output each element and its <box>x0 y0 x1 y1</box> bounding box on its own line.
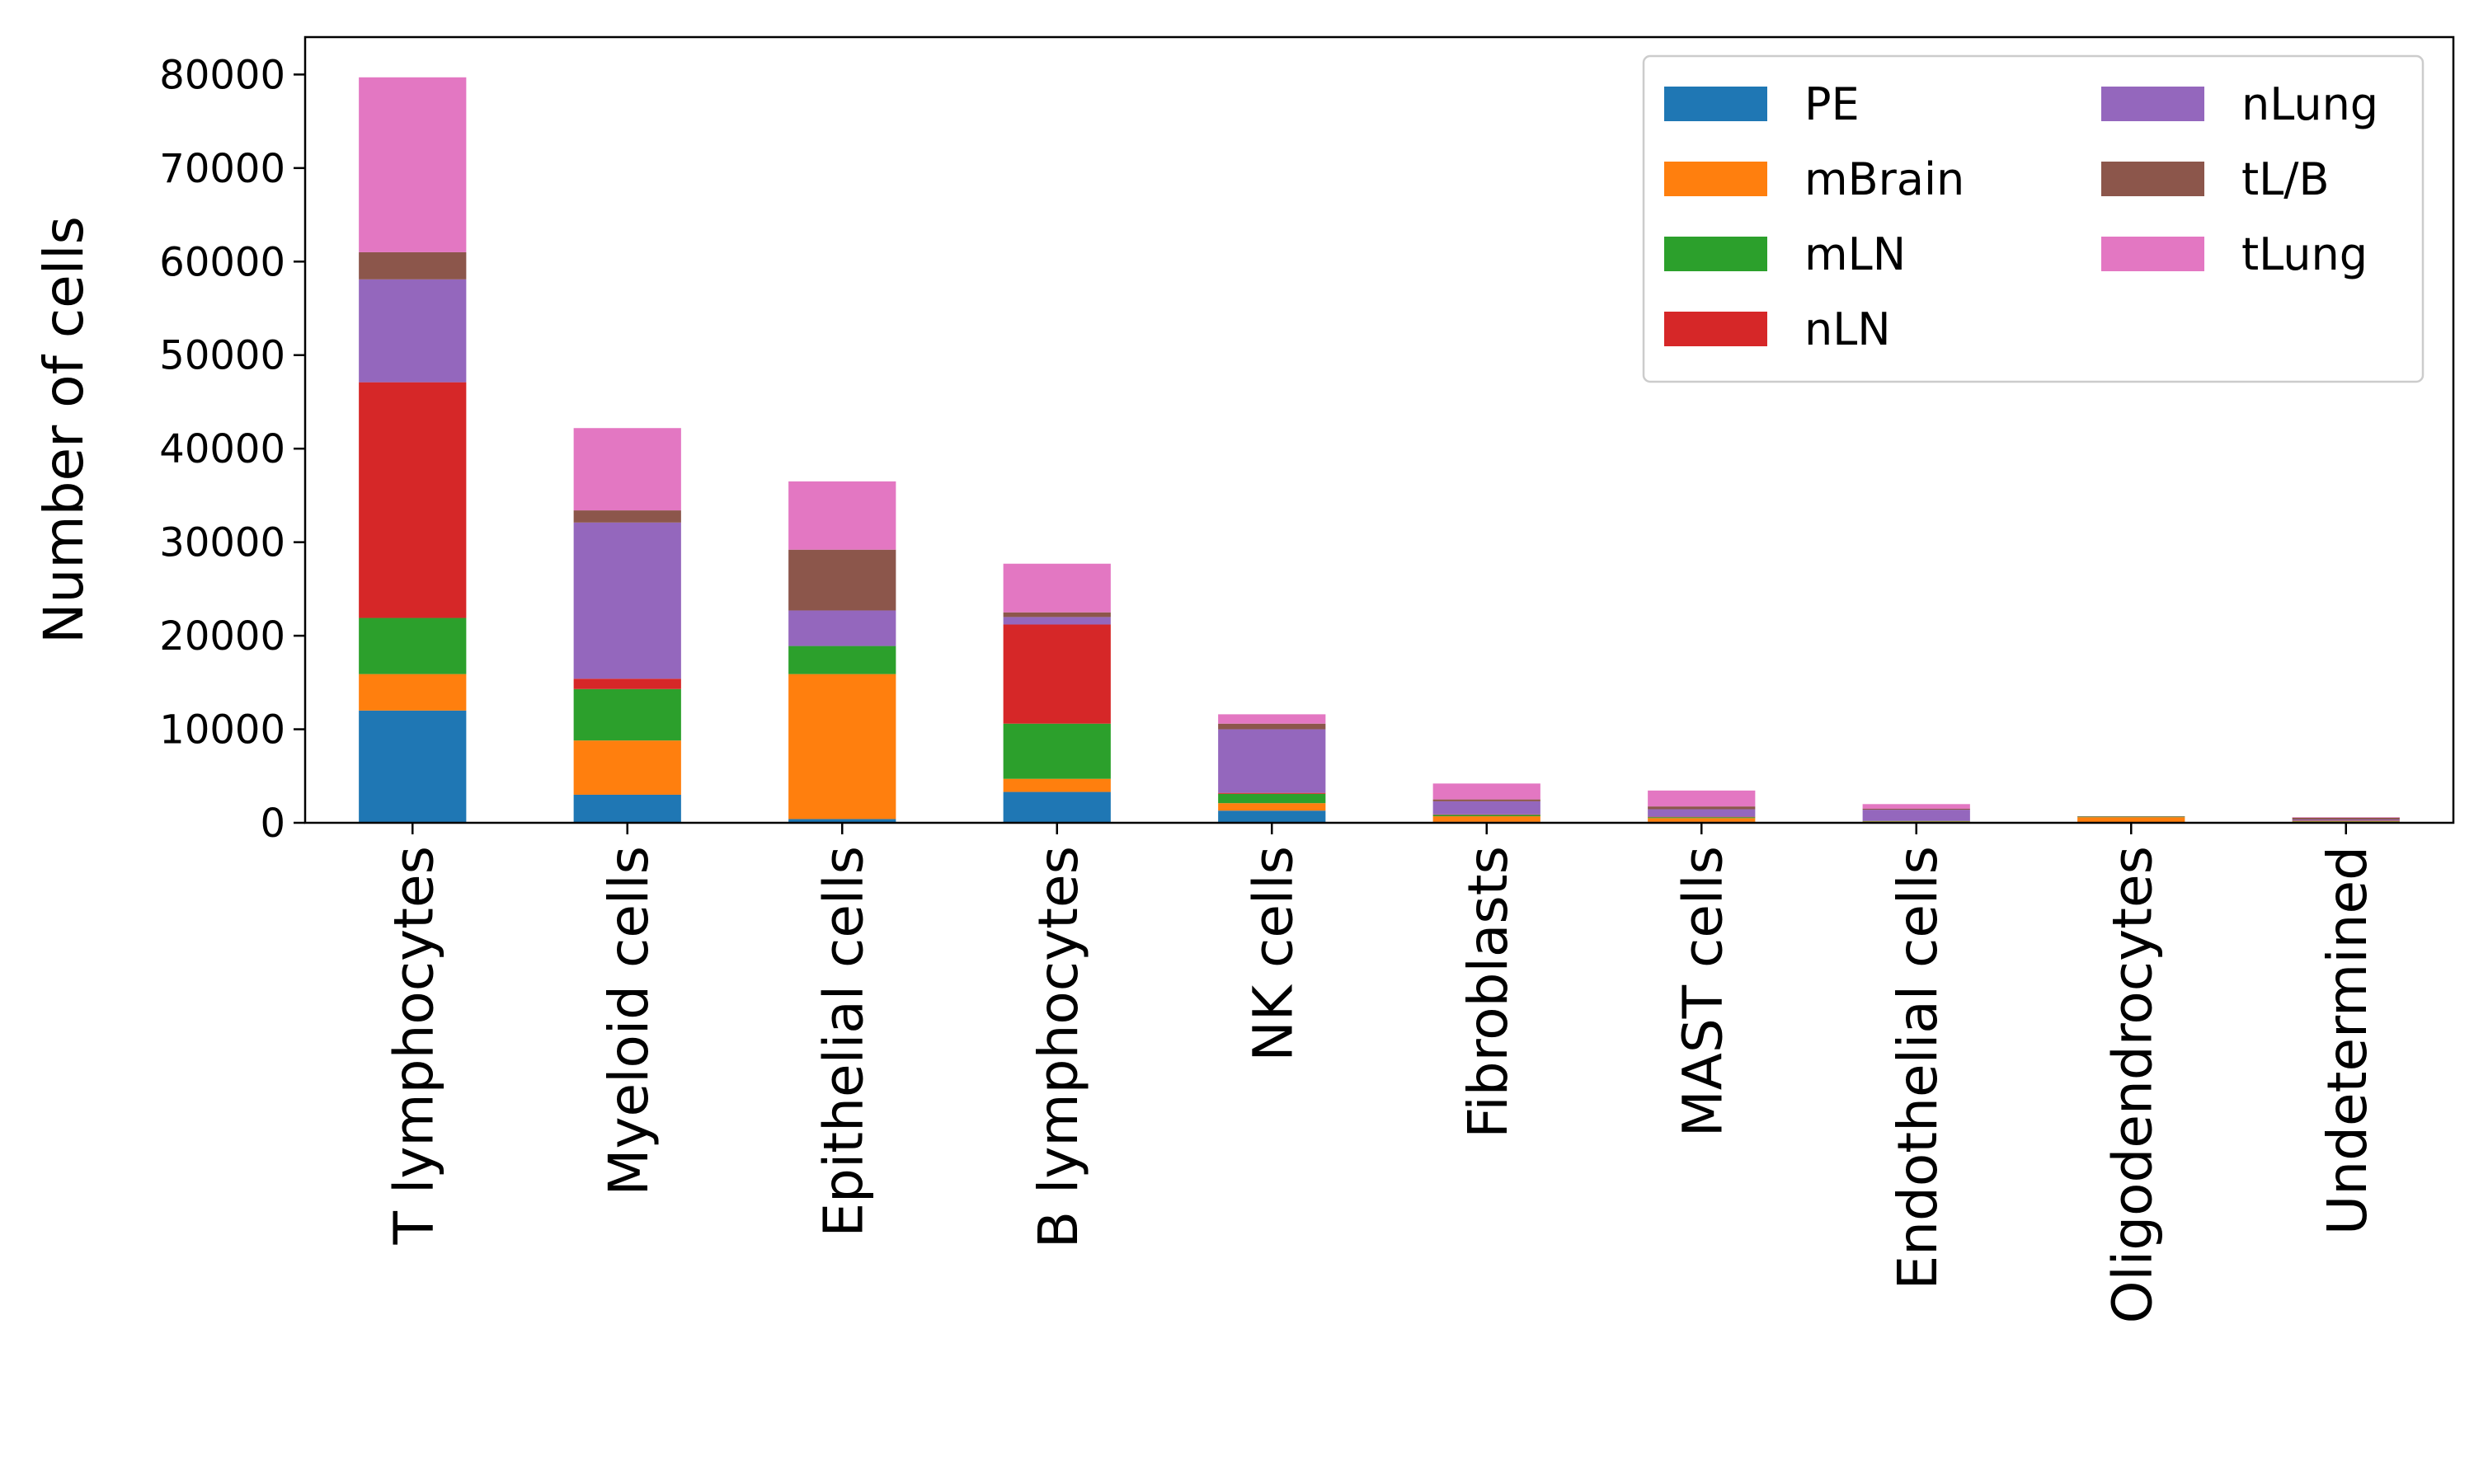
bar-segment <box>1218 793 1326 804</box>
x-tick-label: NK cells <box>1241 846 1305 1062</box>
bar-segment <box>359 77 467 252</box>
legend-label: PE <box>1804 78 1860 130</box>
bar-segment <box>1432 783 1540 800</box>
bar-segment <box>1003 563 1111 613</box>
bar-segment <box>359 618 467 674</box>
bar-segment <box>2292 817 2400 818</box>
bar-segment <box>1003 723 1111 779</box>
bars-layer <box>359 77 2400 823</box>
bar-segment <box>359 382 467 618</box>
legend-swatch <box>2101 237 2204 271</box>
y-tick-label: 60000 <box>159 239 285 285</box>
x-tick-label: MAST cells <box>1671 846 1734 1137</box>
legend: PE mBrain mLN nLN nLung tL/B tLung <box>1642 54 2425 383</box>
bar-segment <box>788 549 896 611</box>
bar-segment <box>788 646 896 674</box>
legend-swatch <box>1664 237 1767 271</box>
y-axis: 0 10000 20000 30000 40000 50000 60000 70000 8000… <box>159 52 305 847</box>
x-axis: T lymphocytes Myeloid cells Epithelial cel… <box>382 823 2379 1323</box>
bar-segment <box>788 610 896 646</box>
bar-segment <box>1648 806 1756 810</box>
bar-segment <box>2077 817 2185 823</box>
bar-segment <box>1432 815 1540 817</box>
bar-segment <box>2292 819 2400 821</box>
legend-label: tLung <box>2241 228 2368 280</box>
y-tick-label: 10000 <box>159 707 285 754</box>
x-tick-label: T lymphocytes <box>382 846 445 1245</box>
plot-frame <box>303 35 2455 824</box>
bar-segment <box>1218 810 1326 823</box>
bar-segment <box>359 251 467 279</box>
legend-label: tL/B <box>2241 153 2330 205</box>
bar-segment <box>1218 803 1326 811</box>
x-tick-label: Fibroblasts <box>1456 846 1520 1139</box>
legend-swatch <box>2101 87 2204 121</box>
bar-segment <box>1218 714 1326 724</box>
bar-segment <box>1648 816 1756 818</box>
bar-segment <box>1432 816 1540 822</box>
bar-segment <box>788 819 896 823</box>
bar-segment <box>1218 792 1326 794</box>
legend-label: mLN <box>1804 228 1906 280</box>
legend-swatch <box>1664 162 1767 196</box>
bar-segment <box>1648 790 1756 807</box>
legend-swatch <box>2101 162 2204 196</box>
y-axis-title: Number of cells <box>32 216 96 644</box>
legend-label: mBrain <box>1804 153 1964 205</box>
bar-segment <box>1432 799 1540 801</box>
bar-segment <box>573 522 681 679</box>
legend-box <box>1642 54 2425 383</box>
y-tick-label: 70000 <box>159 146 285 192</box>
x-tick-label: Oligodendrocytes <box>2100 846 2164 1323</box>
bar-segment <box>359 674 467 711</box>
x-tick-label: B lymphocytes <box>1027 846 1090 1248</box>
bar-segment <box>2077 816 2185 817</box>
bar-segment <box>788 674 896 819</box>
x-tick-label: Endothelial cells <box>1886 846 1950 1290</box>
y-tick-label: 80000 <box>159 52 285 98</box>
y-tick-label: 20000 <box>159 613 285 660</box>
y-tick-label: 40000 <box>159 426 285 472</box>
bar-segment <box>573 740 681 795</box>
y-tick-label: 50000 <box>159 333 285 379</box>
bar-segment <box>1648 817 1756 819</box>
bar-segment <box>573 428 681 511</box>
x-tick-label: Myeloid cells <box>597 846 661 1196</box>
legend-label: nLN <box>1804 303 1891 355</box>
bar-segment <box>2292 820 2400 821</box>
bar-segment <box>359 710 467 823</box>
x-tick-label: Undetermined <box>2316 846 2379 1235</box>
bar-segment <box>573 679 681 689</box>
y-tick-label: 30000 <box>159 520 285 566</box>
bar-segment <box>1218 723 1326 730</box>
bar-segment <box>1003 612 1111 618</box>
bar-segment <box>788 481 896 550</box>
bar-segment <box>1862 810 1970 821</box>
x-tick-label: Epithelial cells <box>811 846 875 1237</box>
y-tick-label: 0 <box>260 801 285 847</box>
bar-segment <box>1648 809 1756 817</box>
bar-segment <box>2292 820 2400 822</box>
bar-segment <box>573 688 681 741</box>
bar-segment <box>1003 791 1111 823</box>
legend-swatch <box>1664 87 1767 121</box>
bar-segment <box>1003 624 1111 724</box>
legend-swatch <box>1664 312 1767 346</box>
bar-segment <box>573 510 681 523</box>
bar-segment <box>1648 818 1756 822</box>
bar-segment <box>1432 801 1540 815</box>
bar-segment <box>573 794 681 823</box>
bar-segment <box>2292 817 2400 820</box>
legend-label: nLung <box>2241 78 2378 130</box>
bar-segment <box>1862 820 1970 822</box>
bar-segment <box>1862 804 1970 809</box>
bar-segment <box>2077 816 2185 818</box>
bar-segment <box>1862 808 1970 810</box>
bar-segment <box>359 279 467 383</box>
bar-segment <box>1003 778 1111 792</box>
bar-segment <box>1003 617 1111 625</box>
bar-segment <box>1218 729 1326 793</box>
